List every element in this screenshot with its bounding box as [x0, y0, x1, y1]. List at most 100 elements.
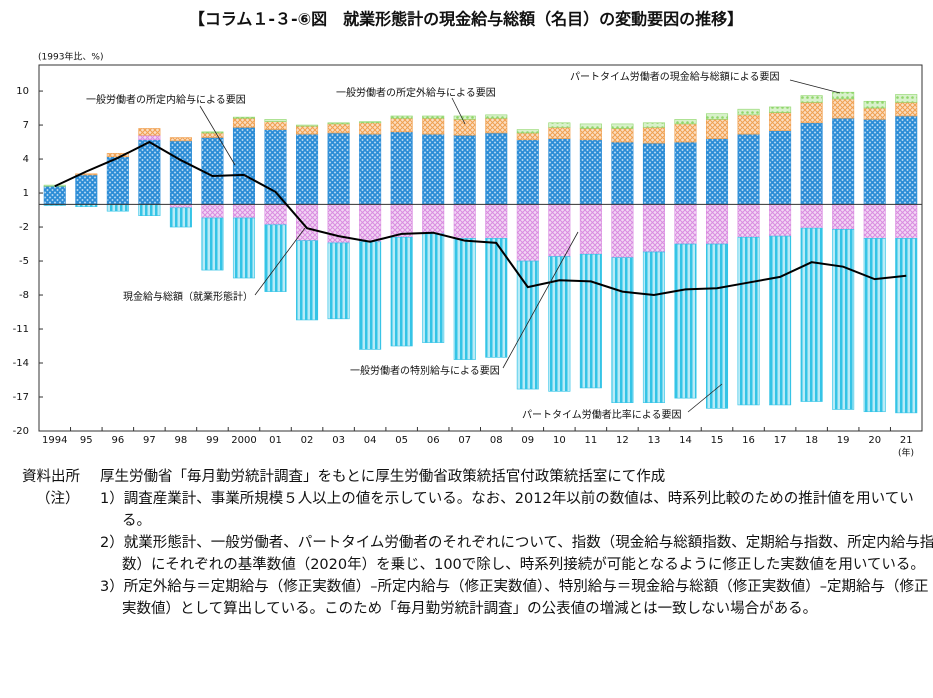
bar-segment	[453, 119, 476, 136]
bar-segment	[548, 204, 571, 257]
bar-segment	[422, 115, 445, 119]
y-tick-label: -2	[19, 222, 29, 233]
bar-segment	[359, 133, 382, 205]
bar-segment	[832, 204, 855, 230]
bar-segment	[832, 229, 855, 410]
bar-segment	[422, 233, 445, 343]
arrow	[789, 79, 841, 94]
arrow	[254, 227, 306, 296]
x-tick-label: 03	[332, 435, 345, 446]
annotation: 一般労働者の特別給与による要因	[350, 364, 500, 377]
x-tick-label: 04	[364, 435, 377, 446]
bar-segment	[579, 204, 602, 255]
y-tick-label: -20	[13, 426, 29, 437]
bar-segment	[769, 130, 792, 205]
bar-segment	[737, 108, 760, 116]
bar-segment	[832, 91, 855, 100]
chart: 【コラム１-３-⑥図 就業形態計の現金給与総額（名目）の変動要因の推移】 (19…	[13, 10, 923, 459]
bar-segment	[737, 114, 760, 135]
bar-segment	[106, 153, 129, 158]
y-tick-label: -8	[19, 290, 29, 301]
x-tick-label: 19	[837, 435, 850, 446]
bar-segment	[359, 241, 382, 350]
y-tick-label: 4	[23, 154, 29, 165]
bar-segment	[169, 204, 192, 209]
line	[54, 140, 907, 297]
bar-segment	[642, 122, 665, 128]
y-tick-label: 7	[23, 120, 29, 131]
bar-segment	[863, 204, 886, 239]
x-tick-label: 21	[900, 435, 913, 446]
notes: 資料出所 厚生労働省「毎月勤労統計調査」をもとに厚生労働省政策統括官付政策統括室…	[0, 466, 933, 620]
bar-segment	[201, 137, 224, 205]
bar-segment	[674, 119, 697, 125]
bar-segment	[800, 95, 823, 103]
x-tick-label: 10	[553, 435, 566, 446]
bar-segment	[705, 204, 729, 245]
bar-segment	[769, 112, 792, 132]
x-tick-label: 99	[206, 435, 219, 446]
bar-segment	[201, 132, 224, 138]
bar-segment	[390, 115, 413, 119]
x-tick-label: 02	[301, 435, 314, 446]
bar-segment	[800, 102, 823, 124]
x-tick-label: 1994	[42, 435, 67, 446]
bar-segment	[800, 122, 823, 205]
bar-segment	[169, 140, 192, 205]
bar-segment	[138, 204, 161, 217]
bar-segment	[201, 131, 224, 134]
bar-segment	[422, 117, 445, 135]
bar-segment	[800, 204, 823, 229]
bar-segment	[453, 238, 476, 360]
bar-segment	[674, 123, 697, 143]
arrow	[687, 383, 723, 413]
bar-segment	[705, 119, 729, 139]
bar-segment	[390, 236, 413, 347]
bar-segment	[485, 117, 508, 134]
y-axis-unit: (1993年比、%)	[38, 51, 103, 63]
bar-segment	[296, 133, 319, 205]
x-tick-label: 2000	[231, 435, 256, 446]
bar-segment	[895, 115, 918, 205]
bar-segment	[327, 123, 350, 134]
x-tick-label: 16	[742, 435, 755, 446]
bar-segment	[737, 133, 760, 205]
x-tick-label: 12	[616, 435, 629, 446]
bar-segment	[232, 204, 256, 219]
note: （注） 1）調査産業計、事業所規模５人以上の値を示している。なお、2012年以前…	[0, 488, 933, 532]
bar-segment	[232, 127, 256, 205]
bar-segment	[548, 127, 571, 139]
x-tick-label: 18	[805, 435, 818, 446]
bar-segment	[674, 141, 697, 205]
note-item: 3）所定外給与＝定期給与（修正実数値）–所定内給与（修正実数値）、特別給与＝現金…	[100, 579, 929, 617]
bar-segment	[138, 134, 161, 141]
bar-segment	[327, 132, 350, 205]
bar-segment	[264, 224, 287, 292]
bar-segment	[705, 113, 729, 120]
bar-segment	[106, 156, 129, 205]
x-tick-label: 07	[458, 435, 471, 446]
bar-segment	[485, 204, 508, 239]
x-tick-label: 15	[711, 435, 724, 446]
bar-segment	[422, 133, 445, 205]
bar-segment	[516, 260, 539, 390]
bar-segment	[359, 122, 382, 135]
bar-segment	[769, 235, 792, 406]
bar-segment	[201, 217, 224, 271]
annotation-arrows	[199, 79, 841, 413]
bar-segment	[264, 204, 287, 226]
bar-segment	[705, 138, 729, 205]
bar-segment	[611, 128, 634, 143]
bar-segment	[642, 127, 665, 144]
bar-segment	[516, 139, 539, 205]
note-label: （注）	[36, 491, 80, 507]
bar-segment	[863, 119, 886, 205]
bar-segment	[642, 204, 665, 253]
annotation: パートタイム労働者の現金給与総額による要因	[570, 70, 780, 83]
bar-segment	[863, 107, 886, 120]
bar-segment	[516, 129, 539, 134]
bar-segment	[579, 253, 602, 389]
bar-segment	[485, 114, 508, 119]
annotation: 現金給与総額（就業形態計）	[123, 290, 253, 303]
